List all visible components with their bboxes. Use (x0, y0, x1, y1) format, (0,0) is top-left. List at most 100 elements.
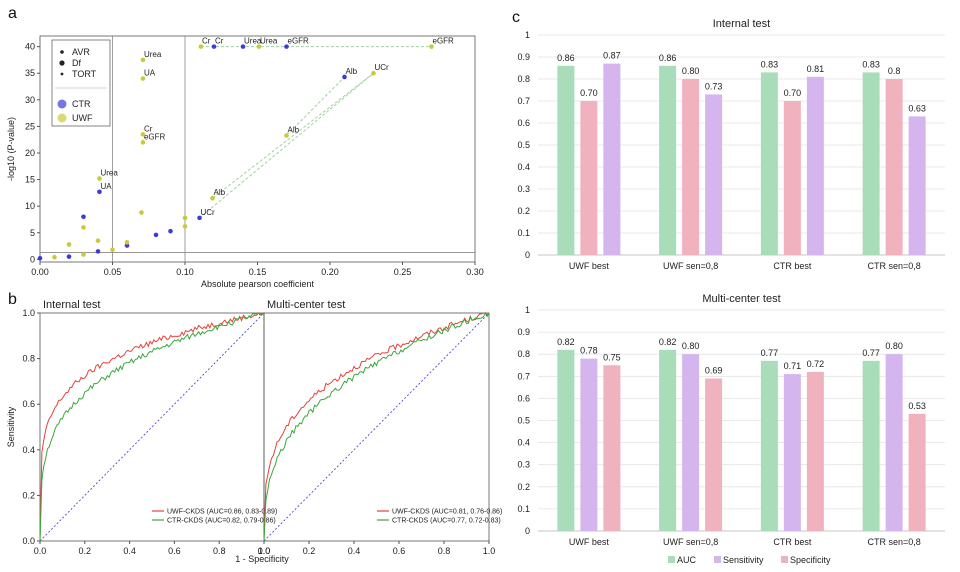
roc-legend-label: CTR-CKDS (AUC=0.77, 0.72-0.83) (392, 518, 501, 525)
legend-method-label: TORT (72, 69, 97, 79)
data-point (168, 228, 173, 234)
data-point (197, 215, 202, 221)
data-point (52, 254, 57, 260)
diagonal-reference (39, 312, 265, 542)
bar-value-label: 0.75 (603, 352, 621, 362)
point-label: eGFR (433, 37, 455, 46)
point-label: Urea (144, 50, 162, 59)
roc-legend-label: UWF-CKDS (AUC=0.81, 0.76-0.86) (392, 509, 502, 516)
legend-group-label: CTR (72, 99, 91, 109)
bar (862, 72, 880, 256)
y-tick-label: 40 (25, 42, 35, 52)
legend-method-label: AVR (72, 47, 90, 57)
x-tick-label: 1.0 (483, 546, 496, 556)
data-point (429, 44, 434, 49)
data-point (124, 243, 130, 248)
y-tick-label: 0.2 (517, 482, 530, 492)
bar-chart-internal: Internal test 0 0.1 0.2 0.3 0.4 0.5 0.6 0.7 0.8 0.… (517, 18, 945, 271)
data-point (140, 76, 146, 81)
y-axis-label: -log10 (P-value) (6, 117, 16, 181)
bar-value-label: 0.8 (888, 66, 901, 76)
roc-frame (39, 312, 265, 542)
y-tick-label: 0.4 (517, 438, 530, 448)
bar-value-label: 0.70 (784, 88, 802, 98)
bar (806, 371, 824, 531)
y-tick-label: 0.5 (517, 140, 530, 150)
bar (885, 79, 903, 255)
data-point (140, 132, 146, 137)
y-tick-label: 1 (525, 30, 530, 40)
y-tick-label: 0.1 (517, 228, 530, 238)
y-tick-label: 0.9 (517, 52, 530, 62)
panel-letter-c: c (512, 9, 520, 26)
bar-value-label: 0.87 (603, 51, 621, 61)
data-point (256, 44, 262, 49)
category-label: CTR sen=0,8 (867, 537, 920, 547)
y-tick-label: 0.3 (517, 184, 530, 194)
y-tick-label: 0.6 (517, 118, 530, 128)
data-point (81, 252, 86, 257)
bar (908, 116, 926, 256)
y-tick-label: 0.2 (22, 490, 35, 500)
point-label: UA (100, 182, 112, 191)
data-point (284, 44, 289, 49)
bar (682, 354, 700, 531)
data-point (210, 195, 215, 201)
category-label: UWF sen=0,8 (663, 261, 718, 271)
y-tick-label: 0.6 (517, 393, 530, 403)
x-tick-label: 0.8 (438, 546, 451, 556)
data-point (97, 176, 102, 181)
data-point (66, 254, 72, 259)
bar-value-label: 0.81 (807, 64, 825, 74)
y-tick-label: 0.9 (517, 327, 530, 337)
point-label: Alb (288, 125, 300, 134)
data-point (153, 232, 159, 238)
bar-value-label: 0.80 (682, 66, 700, 76)
panel-letter-a: a (8, 5, 17, 22)
point-label: UA (144, 69, 156, 78)
bar-value-label: 0.83 (761, 59, 779, 69)
bar-value-label: 0.83 (862, 59, 880, 69)
y-tick-label: 30 (25, 95, 35, 105)
roc-curve (263, 312, 490, 542)
legend-group-label: UWF (72, 113, 93, 123)
y-tick-label: 0 (525, 526, 530, 536)
bar-chart-title: Multi-center test (702, 293, 780, 305)
y-tick-label: 35 (25, 68, 35, 78)
x-tick-label: 0.25 (394, 267, 412, 277)
legend-swatch (781, 556, 788, 563)
point-label: Urea (260, 37, 278, 46)
y-tick-label: 0.4 (517, 162, 530, 172)
data-point (124, 240, 130, 245)
y-tick-label: 25 (25, 121, 35, 131)
bar (760, 72, 778, 256)
roc-legend-label: CTR-CKDS (AUC=0.82, 0.79-0.86) (167, 518, 276, 525)
category-label: UWF best (569, 537, 610, 547)
bar (580, 101, 598, 255)
bar-value-label: 0.80 (682, 341, 700, 351)
y-tick-label: 15 (25, 175, 35, 185)
y-tick-label: 20 (25, 148, 35, 158)
roc-title: Multi-center test (267, 299, 345, 311)
x-tick-label: 0.15 (249, 267, 267, 277)
roc-curve (39, 312, 264, 542)
bar-value-label: 0.53 (908, 401, 926, 411)
data-point (182, 224, 188, 229)
panel-letter-b: b (8, 291, 17, 308)
point-label: Cr (202, 37, 211, 46)
category-label: CTR sen=0,8 (867, 261, 920, 271)
category-label: CTR best (773, 537, 812, 547)
bar-chart-multicenter: Multi-center test 0 0.1 0.2 0.3 0.4 0.5 0.6 0.7 0… (517, 293, 945, 565)
data-point (140, 140, 146, 145)
x-tick-label: 0.2 (79, 546, 92, 556)
data-point (95, 249, 101, 254)
data-point (198, 44, 204, 49)
legend-marker (60, 72, 64, 76)
data-point (37, 255, 43, 261)
data-point (342, 74, 347, 80)
x-tick-label: 0.05 (104, 267, 122, 277)
x-tick-label: 0.0 (34, 546, 47, 556)
bar-value-label: 0.70 (580, 88, 598, 98)
